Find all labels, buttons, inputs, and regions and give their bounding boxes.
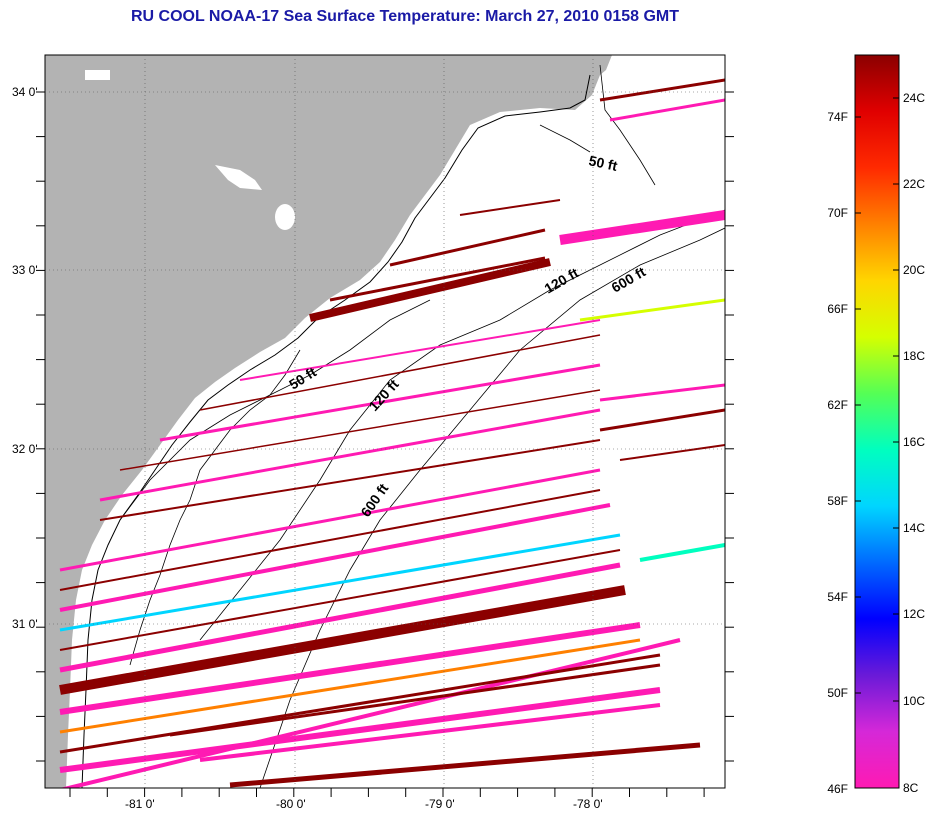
swath-line: [59, 622, 641, 715]
swath-line: [609, 98, 725, 122]
swath-line: [59, 562, 621, 673]
swath-line: [59, 687, 661, 773]
contour-label: 50 ft: [587, 152, 619, 174]
coastline-ne2: [539, 124, 591, 153]
swath-line: [159, 363, 601, 442]
map-title: RU COOL NOAA-17 Sea Surface Temperature:…: [130, 8, 680, 25]
lat-label: 33 0': [12, 263, 38, 277]
swath-line: [579, 298, 725, 322]
coastline-ne: [599, 64, 656, 186]
colorbar-f-label: 46F: [827, 782, 848, 796]
lon-label: -80 0': [276, 797, 306, 811]
colorbar-f-label: 54F: [827, 590, 848, 604]
coastline: [81, 74, 591, 788]
swath-line: [389, 228, 546, 267]
land-area-ne: [600, 55, 612, 75]
colorbar-c-label: 18C: [903, 349, 925, 363]
swath-line: [639, 543, 725, 562]
swath-line: [99, 439, 601, 521]
colorbar-f-label: 50F: [827, 686, 848, 700]
map-frame: [44, 54, 726, 789]
lon-label: -81 0': [125, 797, 155, 811]
swath-line: [119, 389, 601, 471]
swath-line: [59, 653, 661, 754]
swath-line: [599, 383, 725, 402]
swath-line: [559, 210, 725, 245]
lake: [215, 165, 262, 190]
lat-label: 32 0': [12, 442, 38, 456]
swath-line: [309, 258, 551, 322]
contour-120ft: [199, 209, 725, 641]
lat-lon-grid: [45, 55, 725, 788]
swath-line: [329, 256, 546, 302]
colorbar-c-label: 12C: [903, 607, 925, 621]
colorbar-f-label: 74F: [827, 110, 848, 124]
colorbar-f-label: 66F: [827, 302, 848, 316]
swath-line: [59, 533, 621, 632]
swath-line: [59, 638, 681, 788]
colorbar-c-label: 24C: [903, 91, 925, 105]
lake: [85, 70, 110, 80]
colorbar-c-label: 22C: [903, 177, 925, 191]
swath-line: [239, 319, 601, 381]
swath-line: [59, 489, 601, 591]
colorbar-c-label: 14C: [903, 521, 925, 535]
swath-line: [199, 703, 661, 762]
swath-line: [619, 444, 725, 461]
colorbar-ticks: [855, 97, 899, 702]
lat-label: 31 0': [12, 617, 38, 631]
colorbar-c-label: 16C: [903, 435, 925, 449]
lon-label: -79 0': [425, 797, 455, 811]
swath-line: [59, 585, 626, 695]
colorbar-f-label: 70F: [827, 206, 848, 220]
lon-label: -78 0': [573, 797, 603, 811]
swath-line: [229, 742, 701, 788]
axis-ticks: [36, 91, 734, 797]
colorbar-f-label: 58F: [827, 494, 848, 508]
colorbar-c-label: 8C: [903, 781, 919, 795]
swath-line: [599, 408, 725, 432]
swath-line: [59, 503, 611, 612]
colorbar-f-label: 62F: [827, 398, 848, 412]
colorbar: [854, 54, 900, 789]
swath-line: [599, 78, 725, 102]
lake: [275, 204, 295, 230]
swath-line: [199, 334, 601, 411]
sst-swaths: [59, 78, 725, 788]
lat-label: 34 0': [12, 85, 38, 99]
contour-50ft: [119, 299, 431, 521]
colorbar-c-label: 10C: [903, 694, 925, 708]
swath-line: [59, 468, 601, 572]
swath-line: [99, 408, 601, 502]
colorbar-c-label: 20C: [903, 263, 925, 277]
land-area: [45, 55, 600, 788]
swath-line: [59, 638, 641, 734]
swath-line: [169, 663, 661, 737]
swath-line: [59, 549, 621, 651]
swath-line: [459, 199, 561, 216]
